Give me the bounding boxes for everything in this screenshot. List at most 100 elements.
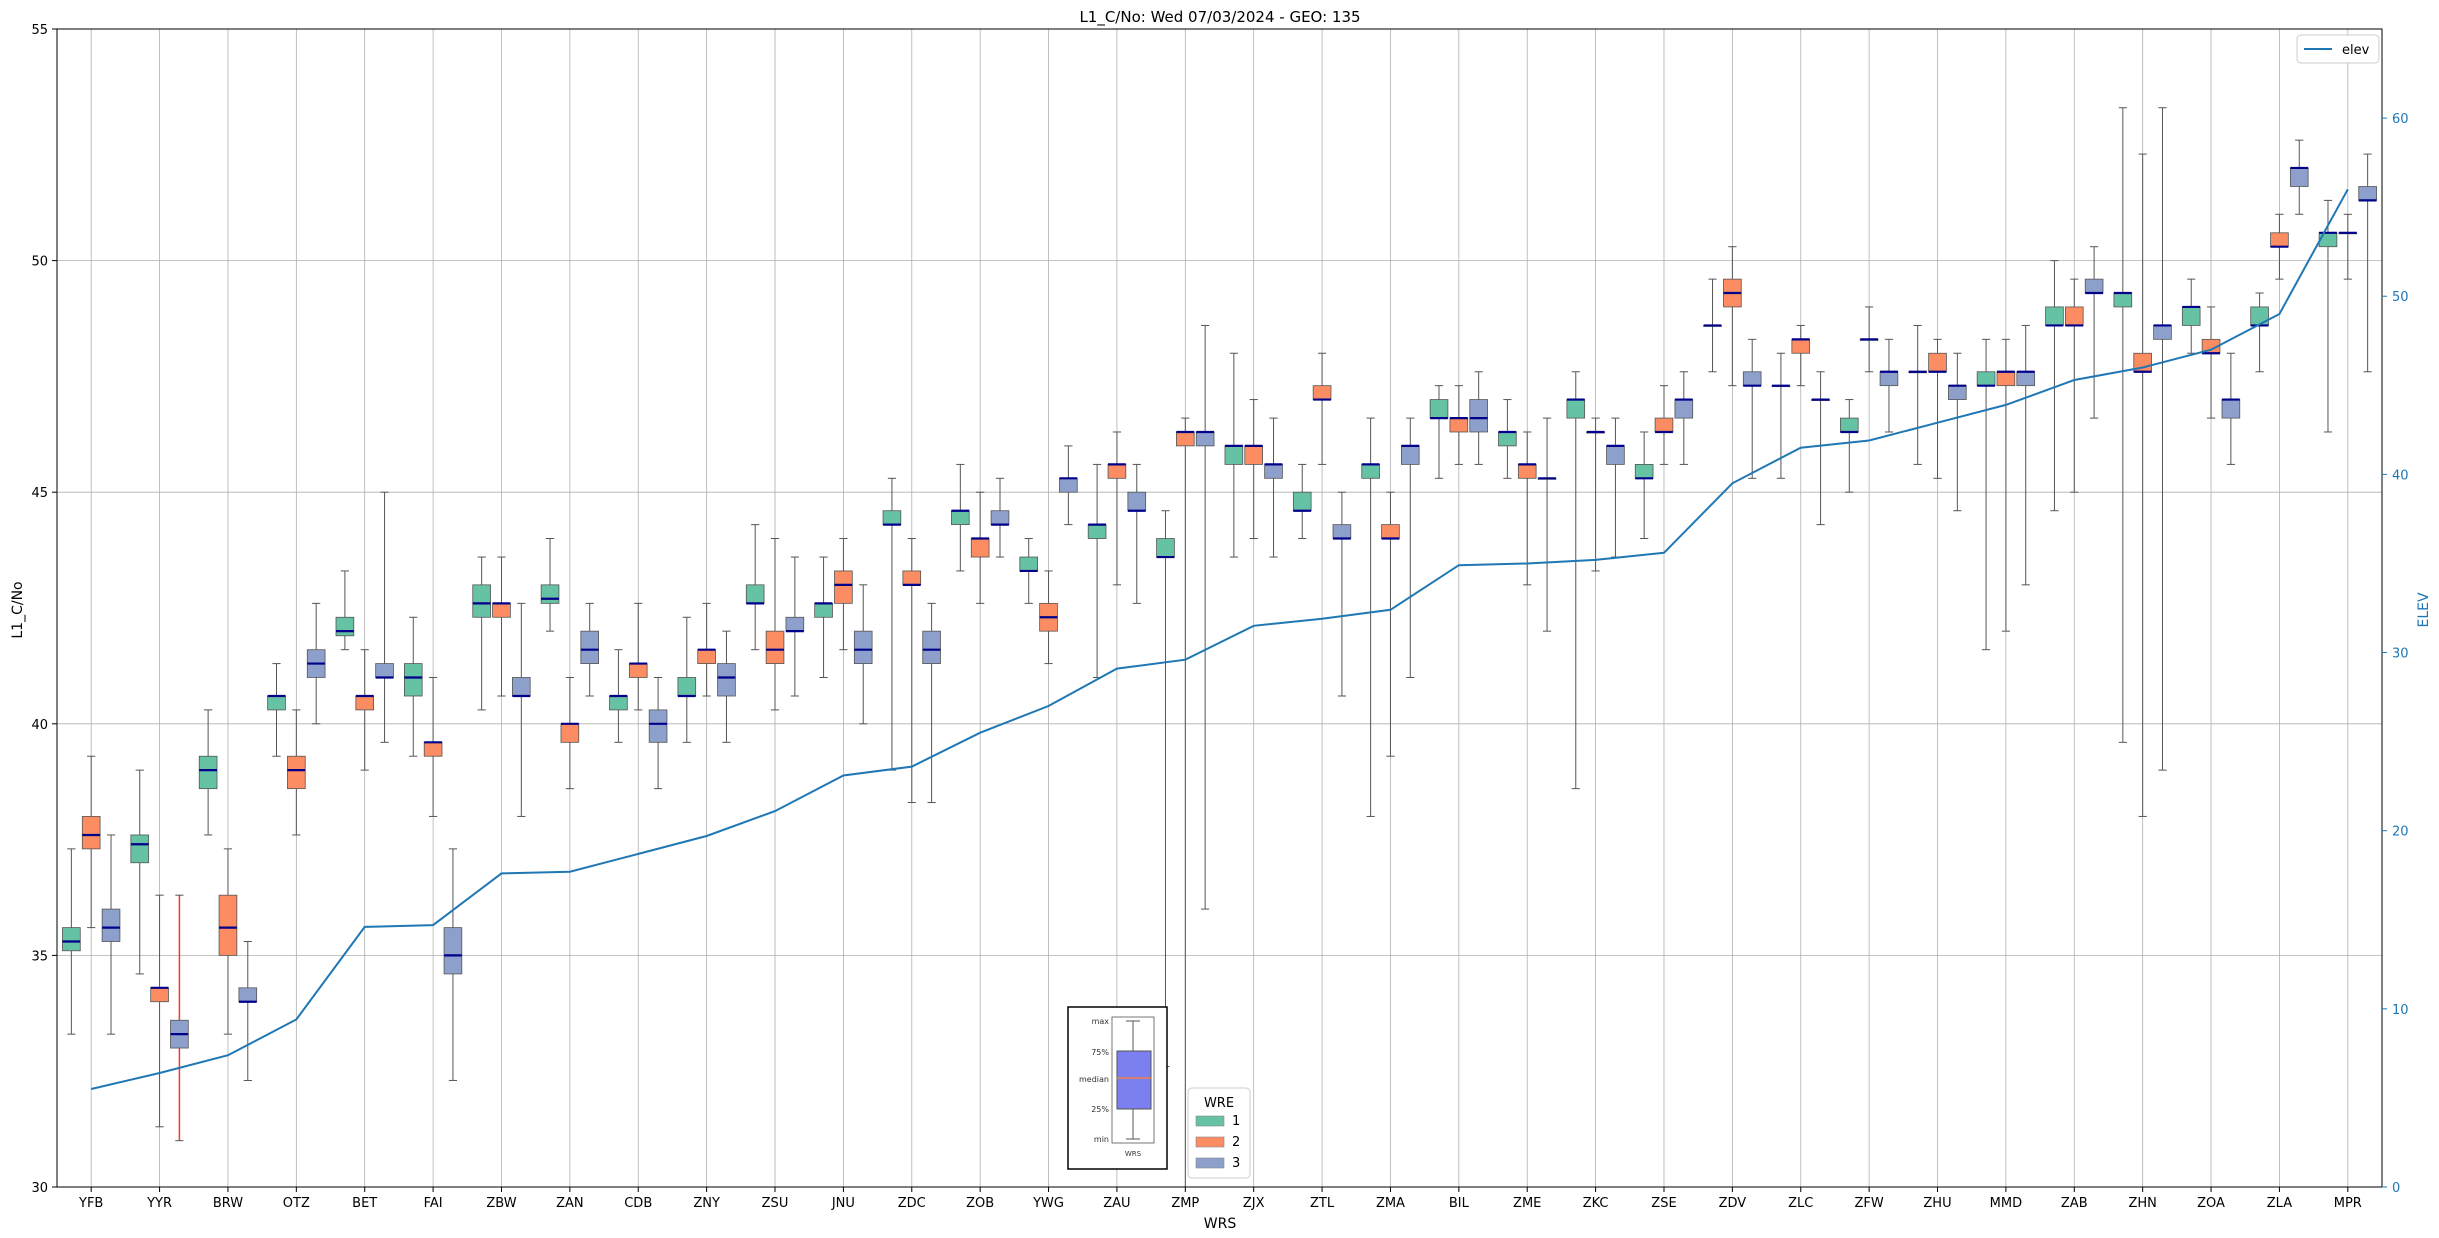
x-tick-label: ZSE: [1651, 1196, 1676, 1211]
y2-tick-label: 30: [2392, 647, 2409, 662]
box-wre-2-ZBW: [492, 602, 511, 618]
box-wre-3-MPR: [2358, 186, 2377, 201]
y-tick-label: 45: [31, 486, 48, 501]
wre-legend-swatch-2: [1195, 1136, 1225, 1148]
box-wre-3-ZDV: [1742, 371, 1762, 387]
box-wre-3-ZAU: [1127, 491, 1147, 512]
box-wre-2-OTZ: [287, 755, 306, 790]
x-tick-label: BRW: [213, 1196, 243, 1211]
box-wre-2-ZMP: [1176, 431, 1195, 447]
x-tick-label: CDB: [624, 1196, 652, 1211]
y2-axis-label: ELEV: [2416, 592, 2432, 627]
box-wre-3-ZTL: [1332, 524, 1352, 539]
box-wre-3-ZSE: [1674, 399, 1694, 419]
box-wre-2-ZLC: [1791, 338, 1811, 354]
x-tick-label: ZSU: [762, 1196, 789, 1211]
box-wre-1-ZAU: [1087, 524, 1107, 539]
x-tick-label: FAI: [424, 1196, 443, 1211]
wre-legend-label-3: 3: [1232, 1156, 1240, 1171]
inset-label-median: median: [1079, 1075, 1109, 1084]
x-tick-label: ZDC: [898, 1196, 926, 1211]
x-tick-label: ZAB: [2061, 1196, 2088, 1211]
x-tick-label: YFB: [78, 1196, 103, 1211]
wre-legend: WRE 1 2 3: [1187, 1087, 1251, 1179]
box-wre-2-JNU: [834, 570, 853, 604]
box-wre-1-ZME: [1498, 431, 1517, 447]
box-wre-3-ZLA: [2289, 167, 2309, 187]
box-wre-1-ZJX: [1224, 445, 1244, 465]
box-wre-2-ZJX: [1244, 445, 1263, 465]
elev-line-layer: [90, 188, 2349, 1090]
box-wre-1-BET: [335, 616, 355, 637]
wre-legend-title: WRE: [1204, 1096, 1234, 1111]
x-tick-label: ZLC: [1788, 1196, 1813, 1211]
box-wre-1-ZBW: [472, 584, 491, 618]
x-tick-label: ZHN: [2128, 1196, 2156, 1211]
box-wre-2-ZAU: [1107, 464, 1127, 479]
wre-legend-swatch-3: [1195, 1157, 1225, 1169]
x-tick-label: YWG: [1032, 1196, 1064, 1211]
box-wre-1-FAI: [403, 663, 423, 697]
x-tick-label: ZOA: [2197, 1196, 2225, 1211]
box-wre-2-ZSU: [765, 630, 785, 664]
y2-tick-label: 60: [2392, 112, 2409, 127]
wre-legend-frame: [1187, 1087, 1251, 1179]
box-wre-1-ZSU: [745, 584, 765, 604]
box-wre-3-ZMP: [1195, 431, 1215, 447]
box-wre-3-ZNY: [717, 663, 736, 697]
x-tick-label: ZME: [1513, 1196, 1541, 1211]
box-wre-3-ZDC: [922, 630, 941, 664]
box-wre-2-ZNY: [697, 649, 716, 664]
inset-legend: max 75% median 25% min WRS: [1067, 1006, 1168, 1170]
x-tick-label: ZLA: [2267, 1196, 2292, 1211]
x-tick-label: ZDV: [1719, 1196, 1747, 1211]
box-wre-1-ZHN: [2113, 292, 2133, 308]
box-wre-2-BRW: [218, 894, 238, 956]
box-wre-2-BET: [355, 695, 375, 711]
chart-title: L1_C/No: Wed 07/03/2024 - GEO: 135: [1079, 8, 1360, 27]
box-wre-1-ZNY: [677, 677, 697, 697]
box-wre-3-YWG: [1059, 477, 1078, 493]
box-wre-1-ZSE: [1634, 464, 1654, 479]
x-tick-label: JNU: [831, 1196, 855, 1211]
x-axis-label: WRS: [1204, 1216, 1237, 1232]
box-wre-1-OTZ: [267, 695, 286, 711]
box-wre-3-ZHN: [2153, 325, 2172, 340]
box-wre-1-CDB: [609, 695, 628, 711]
box-wre-1-ZOB: [951, 510, 970, 526]
box-wre-1-YWG: [1019, 556, 1039, 572]
y2-tick-label: 50: [2392, 290, 2409, 305]
y2-tick-label: 40: [2392, 468, 2409, 483]
wre-legend-label-2: 2: [1232, 1135, 1240, 1150]
box-wre-1-BIL: [1429, 399, 1449, 419]
box-wre-2-ZAN: [560, 723, 580, 743]
box-wre-1-ZKC: [1566, 399, 1586, 419]
inset-box: [1116, 1050, 1152, 1110]
box-wre-3-ZFW: [1879, 371, 1899, 387]
elev-legend: elev: [2296, 34, 2380, 64]
y2-tick-label: 20: [2392, 825, 2409, 840]
box-wre-1-YYR: [130, 834, 150, 864]
box-wre-3-ZJX: [1264, 464, 1283, 479]
wre-legend-label-1: 1: [1232, 1114, 1240, 1129]
inset-legend-axes: [1111, 1016, 1155, 1144]
box-wre-1-ZTL: [1292, 491, 1312, 512]
y2-tick-label: 10: [2392, 1003, 2409, 1018]
y2-tick-label: 0: [2392, 1181, 2400, 1196]
box-wre-2-ZAB: [2064, 306, 2084, 326]
x-tick-label: MMD: [1990, 1196, 2022, 1211]
box-wre-1-ZAB: [2045, 306, 2064, 326]
y-tick-label: 50: [31, 255, 48, 270]
box-wre-2-CDB: [628, 663, 648, 678]
box-wre-2-MMD: [1996, 371, 2016, 387]
x-tick-label: ZKC: [1583, 1196, 1609, 1211]
plot-frame: [56, 28, 2383, 1188]
box-wre-2-FAI: [423, 741, 443, 757]
box-wre-3-ZOB: [990, 510, 1010, 526]
y-tick-label: 35: [31, 949, 48, 964]
box-wre-3-BRW: [238, 987, 258, 1003]
x-tick-label: ZAN: [556, 1196, 584, 1211]
box-wre-3-JNU: [853, 630, 873, 664]
box-wre-3-ZOA: [2221, 399, 2241, 419]
box-wre-2-ZLA: [2270, 232, 2289, 248]
